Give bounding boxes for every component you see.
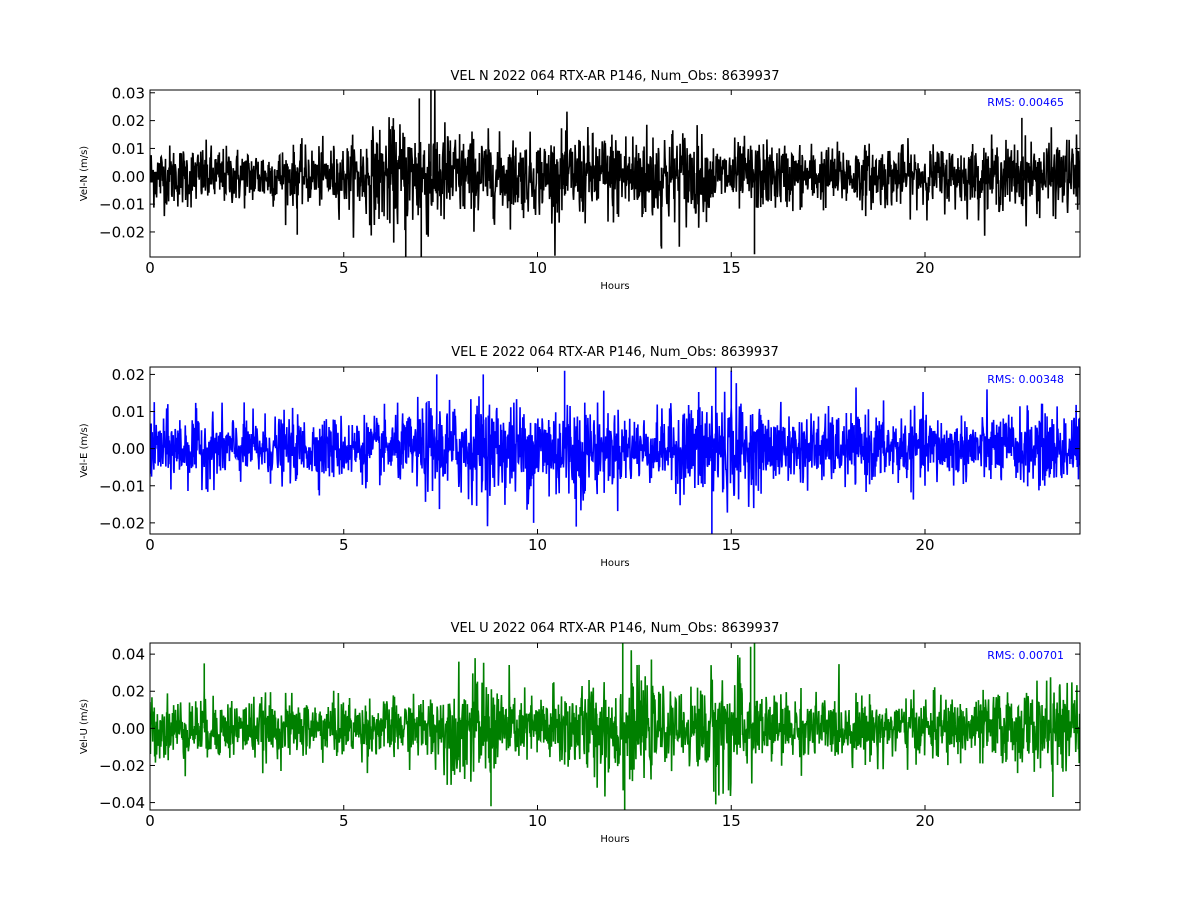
x-tick-label: 5 (339, 259, 349, 277)
series-line (150, 90, 1080, 257)
y-tick-label: 0.02 (112, 683, 145, 701)
rms-annotation: RMS: 0.00348 (987, 373, 1064, 386)
y-tick-label: 0.03 (112, 84, 145, 102)
panel-title: VEL U 2022 064 RTX-AR P146, Num_Obs: 863… (451, 621, 780, 636)
x-tick-label: 5 (339, 812, 349, 830)
x-tick-label: 10 (528, 812, 547, 830)
y-axis-label: Vel-U (m/s) (79, 699, 90, 754)
y-tick-label: 0.00 (112, 720, 145, 738)
axes-frame (149, 642, 1081, 811)
x-tick-label: 15 (722, 812, 741, 830)
panel-title: VEL N 2022 064 RTX-AR P146, Num_Obs: 863… (451, 69, 780, 84)
y-tick-label: 0.00 (112, 168, 145, 186)
y-tick-label: 0.01 (112, 403, 145, 421)
panel-vel-u: VEL U 2022 064 RTX-AR P146, Num_Obs: 863… (79, 621, 1081, 845)
panel-vel-e: VEL E 2022 064 RTX-AR P146, Num_Obs: 863… (79, 345, 1081, 569)
x-tick-label: 10 (528, 259, 547, 277)
x-tick-label: 20 (915, 536, 934, 554)
panel-title: VEL E 2022 064 RTX-AR P146, Num_Obs: 863… (451, 345, 778, 360)
y-tick-label: 0.02 (112, 366, 145, 384)
y-tick-label: −0.01 (99, 477, 145, 495)
y-tick-label: 0.04 (112, 646, 145, 664)
rms-annotation: RMS: 0.00465 (987, 96, 1064, 109)
panel-vel-n: VEL N 2022 064 RTX-AR P146, Num_Obs: 863… (79, 69, 1081, 292)
x-tick-label: 10 (528, 536, 547, 554)
x-tick-label: 20 (915, 812, 934, 830)
x-axis-label: Hours (600, 558, 629, 569)
y-axis-label: Vel-E (m/s) (79, 423, 90, 477)
x-tick-label: 15 (722, 536, 741, 554)
y-tick-label: 0.02 (112, 112, 145, 130)
y-tick-label: −0.02 (99, 514, 145, 532)
y-tick-label: −0.04 (99, 794, 145, 812)
x-tick-label: 5 (339, 536, 349, 554)
y-tick-label: −0.02 (99, 223, 145, 241)
axes-frame (149, 89, 1081, 258)
y-tick-label: −0.01 (99, 196, 145, 214)
x-tick-label: 15 (722, 259, 741, 277)
x-axis-label: Hours (600, 281, 629, 292)
x-tick-label: 20 (915, 259, 934, 277)
x-tick-label: 0 (145, 812, 155, 830)
series-line (150, 643, 1080, 810)
y-tick-label: −0.02 (99, 757, 145, 775)
x-tick-label: 0 (145, 536, 155, 554)
rms-annotation: RMS: 0.00701 (987, 649, 1064, 662)
x-axis-label: Hours (600, 834, 629, 845)
axes-frame (149, 366, 1081, 535)
y-tick-label: 0.01 (112, 140, 145, 158)
x-tick-label: 0 (145, 259, 155, 277)
series-line (150, 367, 1080, 534)
y-axis-label: Vel-N (m/s) (79, 146, 90, 201)
y-tick-label: 0.00 (112, 440, 145, 458)
